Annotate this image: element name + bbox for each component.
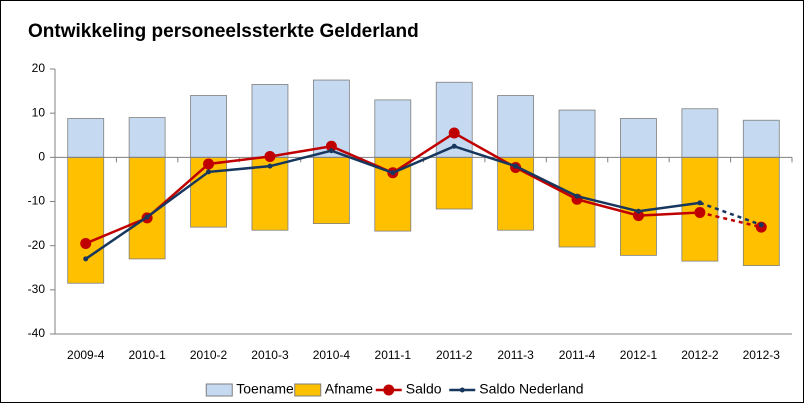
legend-swatch (205, 383, 233, 397)
point (574, 193, 580, 199)
point (328, 148, 334, 154)
legend-marker (383, 384, 395, 396)
y-tick-label: 20 (32, 61, 46, 75)
point (758, 222, 764, 228)
dashed-segment (699, 201, 762, 227)
y-tick-label: -40 (28, 326, 46, 340)
y-tick-label: -30 (28, 282, 46, 296)
point (206, 169, 212, 175)
point (203, 158, 215, 170)
y-tick-label: 0 (38, 150, 45, 164)
bar (620, 118, 657, 158)
x-tick-label: 2010-3 (251, 348, 289, 362)
point (264, 150, 276, 162)
point (80, 237, 92, 249)
y-tick-label: -20 (28, 238, 46, 252)
bar (435, 156, 473, 210)
legend-swatch (294, 383, 322, 397)
x-tick-label: 2009-4 (67, 348, 105, 362)
bar (742, 156, 780, 266)
bar (497, 95, 535, 158)
bar (67, 118, 105, 158)
point (451, 143, 457, 149)
dashed-segment (699, 211, 762, 229)
legend-label: Afname (325, 381, 373, 397)
bar (620, 156, 657, 256)
bar (67, 156, 105, 284)
point (513, 163, 519, 169)
point (697, 200, 703, 206)
x-tick-label: 2010-4 (313, 348, 351, 362)
point (144, 214, 150, 220)
y-tick-label: -10 (28, 194, 46, 208)
bar (742, 119, 780, 158)
x-tick-label: 2011-1 (375, 348, 412, 362)
legend-marker (459, 387, 465, 393)
bar (374, 99, 412, 158)
bar (251, 156, 289, 231)
point (267, 163, 273, 169)
x-tick-label: 2011-3 (497, 348, 534, 362)
point (694, 207, 706, 219)
point (83, 256, 89, 262)
bar (681, 108, 719, 158)
legend-label: Saldo Nederland (479, 381, 583, 397)
x-tick-label: 2011-2 (436, 348, 473, 362)
legend-label: Saldo (406, 381, 442, 397)
x-tick-label: 2011-4 (559, 348, 596, 362)
y-tick-label: 10 (32, 105, 46, 119)
legend-label: Toename (236, 381, 294, 397)
bar (312, 156, 350, 224)
x-tick-label: 2012-2 (681, 348, 719, 362)
bar (190, 95, 227, 158)
bar (128, 117, 166, 158)
x-tick-label: 2010-2 (190, 348, 228, 362)
x-tick-label: 2010-1 (128, 348, 166, 362)
point (632, 210, 644, 222)
bar (558, 109, 596, 158)
x-tick-label: 2012-3 (743, 348, 781, 362)
point (390, 170, 396, 176)
point (635, 208, 641, 214)
x-tick-label: 2012-1 (620, 348, 658, 362)
point (325, 140, 337, 152)
point (448, 127, 460, 139)
bar (251, 84, 289, 158)
chart-title: Ontwikkeling personeelssterkte Gelderlan… (28, 21, 419, 42)
